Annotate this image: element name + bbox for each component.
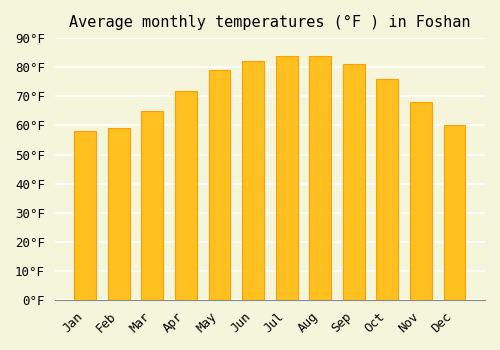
Bar xyxy=(208,70,231,300)
Bar xyxy=(108,128,130,300)
Bar xyxy=(276,56,297,300)
Bar xyxy=(310,56,331,300)
Bar xyxy=(74,131,96,300)
Bar xyxy=(343,64,364,300)
Title: Average monthly temperatures (°F ) in Foshan: Average monthly temperatures (°F ) in Fo… xyxy=(69,15,470,30)
Bar xyxy=(242,61,264,300)
Bar xyxy=(444,126,466,300)
Bar xyxy=(142,111,164,300)
Bar xyxy=(175,91,197,300)
Bar xyxy=(376,79,398,300)
Bar xyxy=(410,102,432,300)
